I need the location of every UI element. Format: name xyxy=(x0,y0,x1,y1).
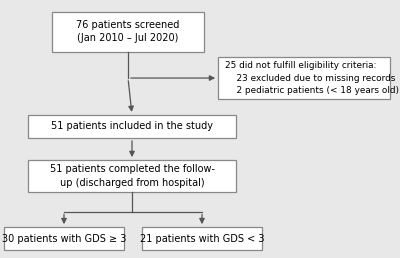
Text: 30 patients with GDS ≥ 3: 30 patients with GDS ≥ 3 xyxy=(2,234,126,244)
FancyBboxPatch shape xyxy=(52,12,204,52)
FancyBboxPatch shape xyxy=(218,57,390,99)
FancyBboxPatch shape xyxy=(28,115,236,138)
Text: 51 patients completed the follow-
up (discharged from hospital): 51 patients completed the follow- up (di… xyxy=(50,164,214,188)
FancyBboxPatch shape xyxy=(4,227,124,250)
FancyBboxPatch shape xyxy=(142,227,262,250)
Text: 76 patients screened
(Jan 2010 – Jul 2020): 76 patients screened (Jan 2010 – Jul 202… xyxy=(76,20,180,43)
Text: 51 patients included in the study: 51 patients included in the study xyxy=(51,122,213,131)
Text: 25 did not fulfill eligibility criteria:
    23 excluded due to missing records
: 25 did not fulfill eligibility criteria:… xyxy=(225,61,399,95)
FancyBboxPatch shape xyxy=(28,160,236,192)
Text: 21 patients with GDS < 3: 21 patients with GDS < 3 xyxy=(140,234,264,244)
